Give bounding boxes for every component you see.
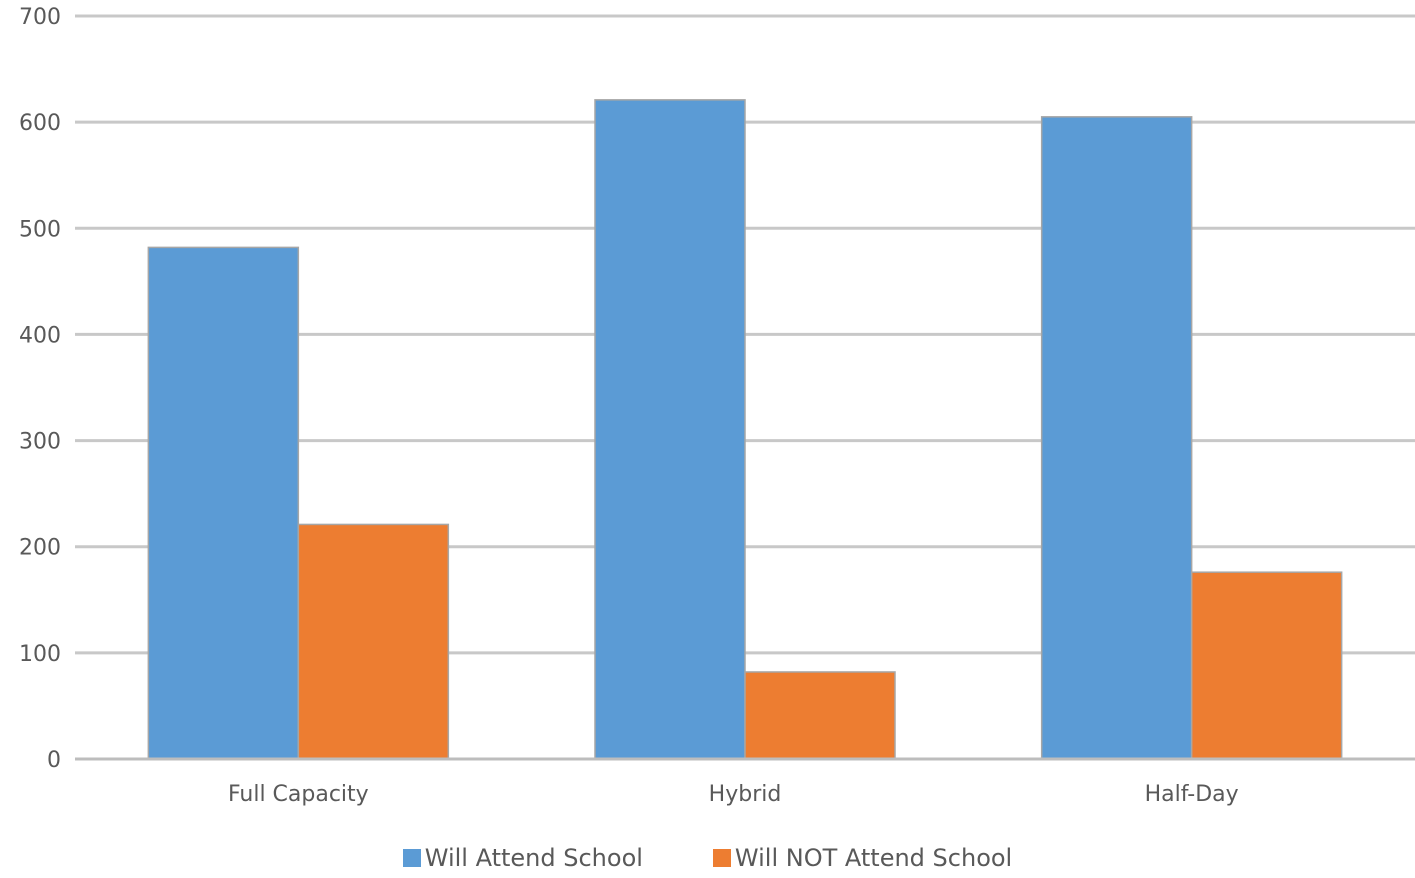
y-tick-label-500: 500: [19, 217, 61, 242]
bars: [147, 99, 1343, 760]
bar-chart-svg: 0 100 200 300 400 500 600 700 Full Capacity Hybr…: [19, 5, 1415, 807]
bar-hybrid-series-1: [744, 671, 896, 760]
legend-swatch-will-attend: [402, 849, 421, 867]
y-tick-label-600: 600: [19, 111, 61, 136]
y-tick-label-300: 300: [19, 430, 61, 455]
legend-label-will-not-attend: Will NOT Attend School: [734, 844, 1013, 872]
legend-item-will-attend: Will Attend School: [402, 844, 643, 872]
x-tick-label-full-capacity: Full Capacity: [228, 782, 369, 807]
y-tick-label-400: 400: [19, 323, 61, 348]
bar-full-capacity-series-1: [297, 523, 450, 760]
y-tick-label-700: 700: [19, 5, 61, 30]
y-tick-label-0: 0: [47, 748, 61, 773]
x-tick-label-hybrid: Hybrid: [709, 782, 782, 807]
legend-label-will-attend: Will Attend School: [424, 844, 643, 872]
y-tick-label-200: 200: [19, 536, 61, 561]
legend-item-will-not-attend: Will NOT Attend School: [673, 844, 1012, 872]
bar-hybrid-series-0: [594, 99, 746, 760]
legend-swatch-will-not-attend: [712, 849, 731, 867]
y-tick-label-100: 100: [19, 642, 61, 667]
legend: Will Attend School Will NOT Attend Schoo…: [0, 838, 1415, 878]
bar-full-capacity-series-0: [147, 246, 300, 760]
y-axis-tick-labels: 0 100 200 300 400 500 600 700: [19, 5, 61, 773]
x-axis-tick-labels: Full Capacity Hybrid Half-Day: [228, 782, 1239, 807]
bar-half-day-series-0: [1040, 116, 1193, 760]
x-tick-label-half-day: Half-Day: [1145, 782, 1239, 807]
bar-half-day-series-1: [1190, 571, 1343, 760]
